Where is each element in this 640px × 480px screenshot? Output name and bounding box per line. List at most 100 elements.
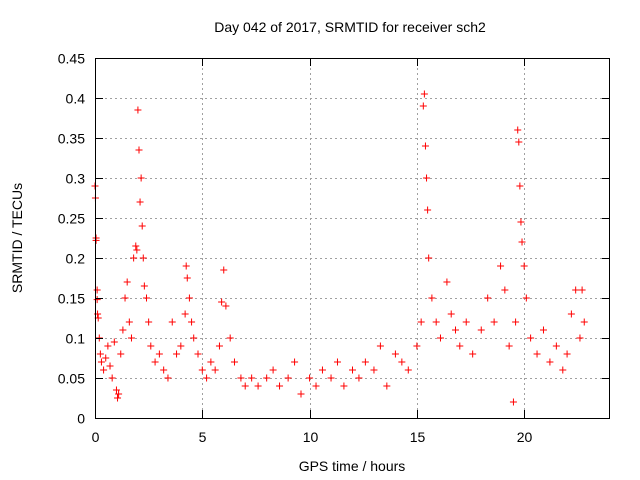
data-point	[92, 236, 100, 244]
chart-title: Day 042 of 2017, SRMTID for receiver sch…	[214, 19, 486, 35]
data-points	[91, 90, 588, 406]
data-point	[123, 278, 131, 286]
data-point	[106, 362, 114, 370]
data-point	[207, 358, 215, 366]
data-point	[327, 374, 335, 382]
data-point	[436, 334, 444, 342]
x-tick-label: 10	[303, 429, 319, 445]
data-point	[516, 182, 524, 190]
data-point	[155, 350, 163, 358]
data-point	[151, 358, 159, 366]
data-point	[211, 366, 219, 374]
data-point	[139, 254, 147, 262]
data-point	[198, 366, 206, 374]
data-point	[140, 282, 148, 290]
data-point	[518, 238, 526, 246]
data-point	[423, 174, 431, 182]
data-point	[119, 326, 127, 334]
data-point	[188, 318, 196, 326]
y-tick-label: 0.15	[58, 291, 85, 307]
data-point	[130, 254, 138, 262]
data-point	[318, 366, 326, 374]
data-point	[96, 350, 104, 358]
data-point	[145, 318, 153, 326]
data-point	[173, 350, 181, 358]
x-tick-label: 20	[517, 429, 533, 445]
data-point	[125, 318, 133, 326]
data-point	[447, 310, 455, 318]
data-point	[514, 126, 522, 134]
data-point	[177, 342, 185, 350]
data-point	[220, 266, 228, 274]
data-point	[443, 278, 451, 286]
data-point	[567, 310, 575, 318]
data-point	[143, 294, 150, 302]
data-point	[413, 342, 421, 350]
data-point	[117, 350, 125, 358]
y-axis-label: SRMTID / TECUs	[9, 183, 25, 293]
data-point	[97, 358, 105, 366]
data-point	[512, 318, 520, 326]
data-point	[115, 390, 123, 398]
data-point	[462, 318, 470, 326]
data-point	[248, 374, 256, 382]
y-tick-label: 0.35	[58, 131, 85, 147]
data-point	[182, 262, 190, 270]
data-point	[546, 358, 554, 366]
data-point	[112, 386, 120, 394]
data-point	[147, 342, 155, 350]
x-tick-label: 15	[410, 429, 426, 445]
data-point	[100, 366, 108, 374]
data-point	[559, 366, 567, 374]
y-axis-ticks: 0 0.05 0.1 0.15 0.2 0.25 0.3 0.35 0.4 0.45	[58, 51, 610, 427]
data-point	[168, 318, 176, 326]
x-tick-label: 0	[92, 429, 100, 445]
data-point	[432, 318, 440, 326]
data-point	[370, 366, 378, 374]
data-point	[185, 294, 193, 302]
data-point	[269, 366, 277, 374]
data-point	[121, 294, 129, 302]
data-point	[572, 286, 580, 294]
data-point	[114, 394, 122, 402]
data-point	[484, 294, 492, 302]
data-point	[417, 318, 425, 326]
data-point	[520, 262, 528, 270]
data-point	[509, 398, 517, 406]
data-point	[110, 338, 118, 346]
data-point	[136, 198, 144, 206]
data-point	[226, 334, 234, 342]
data-point	[398, 358, 406, 366]
data-point	[515, 138, 523, 146]
data-point	[552, 342, 560, 350]
data-point	[306, 374, 314, 382]
data-point	[361, 358, 369, 366]
x-axis-label: GPS time / hours	[299, 458, 406, 474]
grid	[95, 58, 610, 418]
data-point	[505, 342, 513, 350]
data-point	[425, 254, 433, 262]
plot-frame	[95, 58, 610, 419]
data-point	[490, 318, 498, 326]
data-point	[376, 342, 384, 350]
data-point	[127, 334, 135, 342]
data-point	[181, 310, 189, 318]
data-point	[517, 218, 525, 226]
y-tick-label: 0.4	[66, 91, 86, 107]
data-point	[104, 342, 112, 350]
data-point	[164, 374, 172, 382]
data-point	[230, 358, 238, 366]
data-point	[576, 334, 584, 342]
data-point	[340, 382, 348, 390]
data-point	[132, 242, 140, 250]
data-point	[452, 326, 459, 334]
data-point	[108, 374, 116, 382]
data-point	[138, 222, 146, 230]
data-point	[135, 146, 143, 154]
data-point	[404, 366, 412, 374]
data-point	[349, 366, 356, 374]
data-point	[421, 142, 429, 150]
data-point	[424, 206, 432, 214]
data-point	[93, 296, 101, 304]
